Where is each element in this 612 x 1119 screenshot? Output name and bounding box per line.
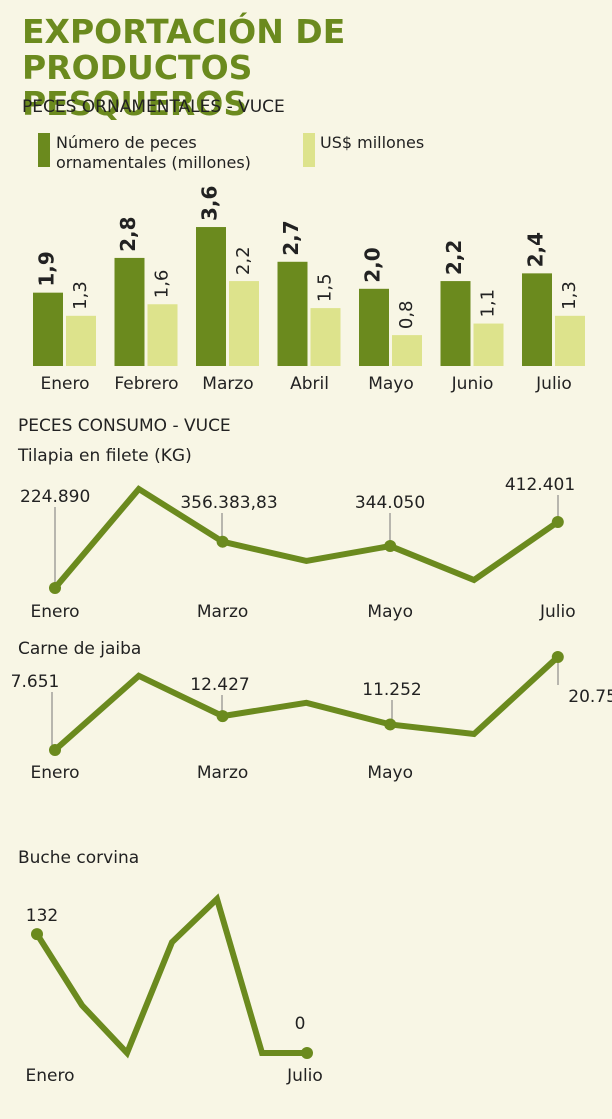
bar [147, 304, 178, 366]
x-tick-label: Julio [535, 374, 572, 394]
x-tick-label: Marzo [202, 374, 253, 394]
value-label: 2,4 [524, 232, 548, 267]
x-tick-label: Marzo [197, 602, 248, 622]
point [551, 651, 564, 663]
point [301, 1047, 313, 1059]
bar [229, 281, 259, 366]
bar [473, 323, 504, 366]
legend-label: Número de peces ornamentales (millones) [56, 133, 251, 172]
x-tick-label: Junio [451, 374, 494, 394]
value-label: 2,2 [442, 240, 466, 275]
value-label: 132 [26, 906, 58, 926]
point [216, 710, 229, 723]
chart-title: Carne de jaiba [18, 639, 141, 659]
x-tick-label: Marzo [197, 763, 248, 783]
point [49, 582, 61, 594]
value-label: 2,0 [361, 247, 385, 282]
x-tick-label: Enero [31, 602, 80, 622]
x-tick-label: Enero [31, 763, 80, 783]
line [52, 485, 560, 590]
legend-swatch [38, 133, 50, 167]
bar [440, 281, 471, 366]
x-tick-label: Mayo [367, 602, 413, 622]
bar [114, 257, 145, 366]
value-label: 12.427 [190, 675, 249, 695]
x-tick-label: Enero [41, 374, 90, 394]
section-header: PECES CONSUMO - VUCE [18, 416, 231, 436]
x-tick-label: Abril [290, 374, 329, 394]
value-label: 356.383,83 [180, 493, 277, 513]
x-tick-label: Mayo [368, 374, 414, 394]
chart-subtitle: PECES ORNAMENTALES - VUCE [22, 97, 285, 117]
bar [392, 335, 422, 366]
value-label: 0,8 [396, 300, 417, 329]
value-label: 0 [295, 1014, 306, 1034]
bar [359, 288, 389, 366]
bar [310, 308, 341, 366]
legend-swatch [303, 133, 315, 167]
value-label: 224.890 [20, 487, 90, 507]
x-tick-label: Enero [26, 1066, 75, 1086]
page-title: EXPORTACIÓN DE PRODUCTOS PESQUEROS [22, 12, 346, 123]
bar [33, 292, 63, 366]
value-label: 2,2 [233, 246, 254, 275]
line [53, 654, 560, 753]
value-label: 1,6 [152, 270, 173, 299]
value-label: 2,8 [116, 216, 140, 251]
value-label: 344.050 [355, 493, 425, 513]
bar [196, 227, 226, 366]
value-label: 3,6 [198, 186, 222, 221]
point [384, 718, 397, 731]
line [34, 893, 307, 1059]
value-label: 1,3 [70, 281, 91, 310]
point [31, 928, 43, 941]
value-label: 11.252 [362, 680, 421, 700]
bar [555, 315, 585, 366]
value-label: 1,5 [315, 273, 336, 302]
bar [522, 273, 552, 366]
point [216, 535, 229, 548]
bar [66, 315, 96, 366]
value-label: 7.651 [11, 672, 60, 692]
chart-title: Buche corvina [18, 848, 139, 868]
x-tick-label: Julio [286, 1066, 323, 1086]
value-label: 1,9 [35, 251, 59, 286]
value-label: 1,3 [559, 281, 580, 310]
point [551, 515, 564, 528]
x-tick-label: Febrero [114, 374, 178, 394]
value-label: 1,1 [478, 289, 499, 318]
legend-label: US$ millones [320, 133, 425, 152]
chart-title: Tilapia en filete (KG) [17, 446, 192, 466]
point [49, 744, 61, 756]
point [384, 540, 397, 553]
value-label: 20.755 [568, 687, 612, 707]
bar [277, 261, 308, 366]
value-label: 2,7 [279, 220, 303, 255]
x-tick-label: Julio [539, 602, 576, 622]
x-tick-label: Mayo [367, 763, 413, 783]
value-label: 412.401 [505, 475, 575, 495]
